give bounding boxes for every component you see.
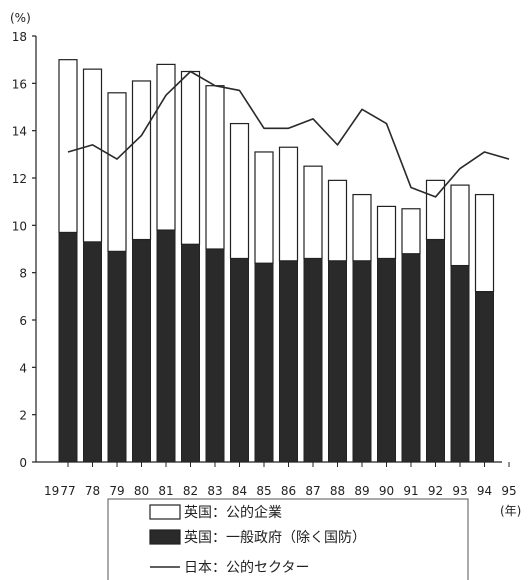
- bar-general-government: [181, 243, 200, 463]
- x-prefix-label: 19: [44, 484, 59, 498]
- x-tick-label: 95: [501, 484, 516, 498]
- bar-public-enterprise: [303, 165, 323, 260]
- bar-general-government: [58, 231, 78, 463]
- bar-general-government: [352, 260, 372, 463]
- bar-general-government: [107, 250, 127, 463]
- x-tick-label: 94: [477, 484, 492, 498]
- x-tick-label: 92: [428, 484, 443, 498]
- y-tick-label: 2: [19, 409, 27, 423]
- legend-label-japan-public-sector: 日本：公的セクター: [184, 560, 309, 576]
- x-tick-label: 82: [183, 484, 198, 498]
- y-tick-label: 18: [12, 30, 27, 44]
- bar-public-enterprise: [401, 208, 421, 255]
- bar-general-government: [83, 241, 102, 463]
- legend-label-public-enterprise: 英国：公的企業: [184, 504, 282, 521]
- bar-public-enterprise: [82, 68, 103, 243]
- bar-public-enterprise: [327, 179, 348, 262]
- bar-public-enterprise: [229, 122, 250, 260]
- legend: 英国：公的企業 英国：一般政府（除く国防） 日本：公的セクター: [107, 498, 469, 580]
- x-tick-label: 80: [134, 484, 149, 498]
- bar-general-government: [426, 239, 445, 463]
- bar-general-government: [475, 291, 494, 463]
- bar-public-enterprise: [156, 63, 176, 231]
- x-unit-label: (年): [500, 504, 521, 518]
- bar-general-government: [377, 257, 396, 463]
- x-tick-label: 88: [330, 484, 345, 498]
- y-unit-label: (%): [10, 11, 31, 25]
- y-tick-label: 12: [12, 172, 27, 186]
- bar-general-government: [230, 257, 249, 463]
- line-series-group: [67, 70, 510, 198]
- bar-public-enterprise: [474, 193, 495, 293]
- bar-series-group: [58, 59, 495, 463]
- bar-general-government: [254, 262, 274, 463]
- bar-public-enterprise: [131, 80, 152, 241]
- x-tick-label: 85: [256, 484, 271, 498]
- bar-public-enterprise: [352, 193, 372, 262]
- y-tick-label: 6: [19, 314, 27, 328]
- y-tick-label: 8: [19, 267, 27, 281]
- bar-general-government: [303, 257, 323, 463]
- bar-general-government: [279, 260, 298, 463]
- bar-general-government: [450, 265, 470, 463]
- y-tick-label: 4: [19, 361, 27, 375]
- x-tick-label: 89: [354, 484, 369, 498]
- bar-public-enterprise: [254, 151, 274, 264]
- bar-public-enterprise: [450, 184, 470, 267]
- legend-box: [107, 498, 469, 580]
- bar-general-government: [205, 248, 225, 463]
- bar-public-enterprise: [58, 59, 78, 234]
- x-tick-label: 79: [109, 484, 124, 498]
- x-tick-label: 84: [232, 484, 247, 498]
- x-tick-label: 91: [403, 484, 418, 498]
- line-japan-public-sector: [67, 70, 510, 198]
- x-tick-label: 87: [305, 484, 320, 498]
- y-tick-label: 10: [12, 219, 27, 233]
- x-tick-label: 81: [158, 484, 173, 498]
- bar-public-enterprise: [278, 146, 299, 262]
- bar-general-government: [328, 260, 347, 463]
- x-tick-label: 90: [379, 484, 394, 498]
- bar-public-enterprise: [180, 70, 201, 245]
- x-tick-label: 78: [85, 484, 100, 498]
- bar-public-enterprise: [205, 85, 225, 250]
- legend-swatch-general-government: [149, 529, 181, 545]
- y-axis: (%) 0 2 4 6 8 10 12 14 16 18: [10, 11, 37, 470]
- x-tick-label: 93: [452, 484, 467, 498]
- x-tick-label: 86: [281, 484, 296, 498]
- bar-public-enterprise: [376, 205, 397, 260]
- y-tick-label: 14: [12, 125, 27, 139]
- y-tick-label: 0: [19, 456, 27, 470]
- bar-public-enterprise: [107, 92, 127, 252]
- x-tick-label: 77: [60, 484, 75, 498]
- y-tick-label: 16: [12, 77, 27, 91]
- x-tick-label: 83: [207, 484, 222, 498]
- bar-general-government: [401, 253, 421, 463]
- bar-general-government: [156, 229, 176, 463]
- legend-swatch-public-enterprise: [149, 504, 181, 520]
- bar-general-government: [132, 239, 151, 463]
- legend-label-general-government: 英国：一般政府（除く国防）: [184, 529, 366, 546]
